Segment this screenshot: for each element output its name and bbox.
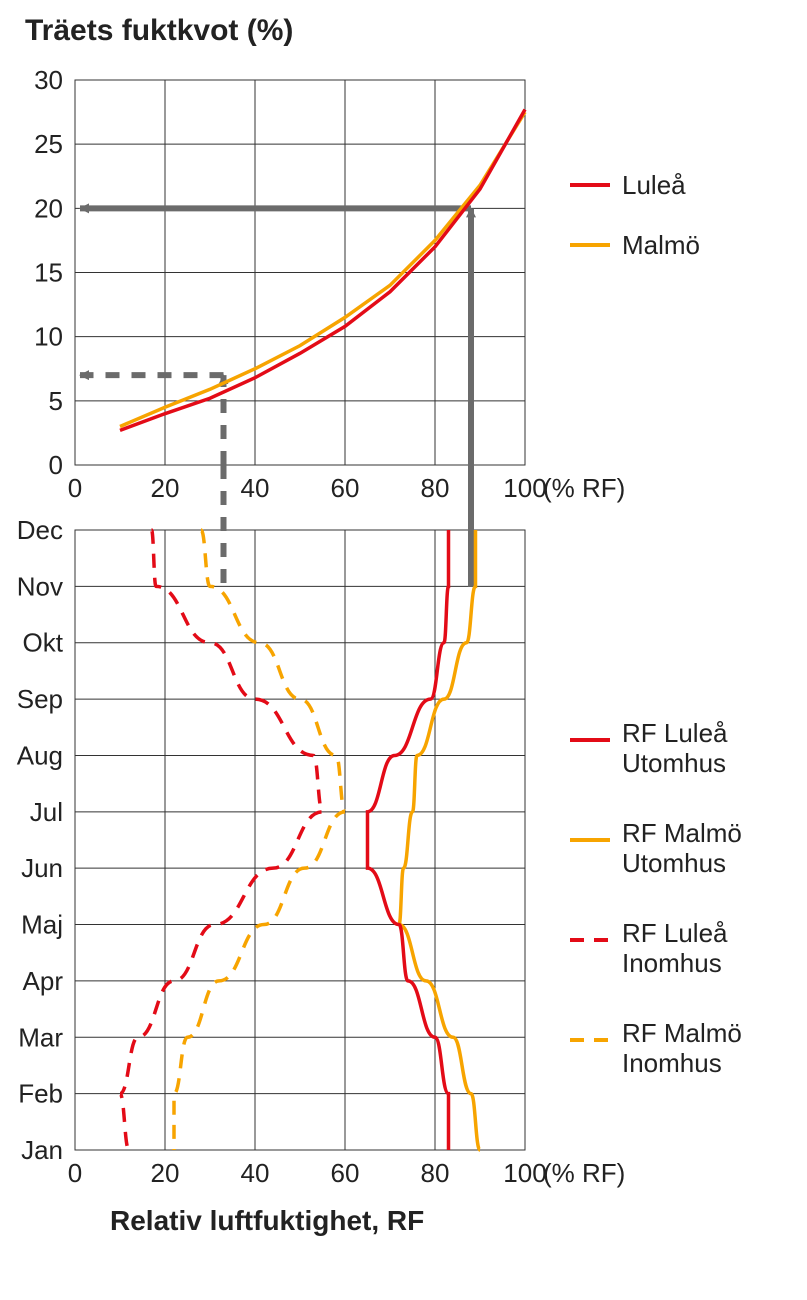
legend-label: Utomhus	[622, 748, 726, 778]
top-xtick: 80	[421, 473, 450, 503]
bottom-month-label: Mar	[18, 1022, 63, 1052]
bottom-grid	[75, 530, 525, 1150]
legend-label: RF Malmö	[622, 818, 742, 848]
top-ytick: 20	[34, 193, 63, 223]
title-bottom: Relativ luftfuktighet, RF	[110, 1205, 424, 1236]
legend-label: Inomhus	[622, 948, 722, 978]
top-ytick: 5	[49, 386, 63, 416]
bottom-month-label: Nov	[17, 571, 63, 601]
top-series-malmo	[120, 112, 525, 426]
bottom-month-label: Feb	[18, 1079, 63, 1109]
legend-label: Utomhus	[622, 848, 726, 878]
top-xunit: (% RF)	[543, 473, 625, 503]
bottom-xtick: 0	[68, 1158, 82, 1188]
top-xtick: 20	[151, 473, 180, 503]
legend-label: RF Luleå	[622, 718, 728, 748]
top-ytick: 25	[34, 129, 63, 159]
bottom-month-label: Jan	[21, 1135, 63, 1165]
legend-label: Malmö	[622, 230, 700, 260]
legend-label: RF Malmö	[622, 1018, 742, 1048]
top-xtick: 40	[241, 473, 270, 503]
top-ytick: 0	[49, 450, 63, 480]
legend-label: Luleå	[622, 170, 686, 200]
top-ytick: 10	[34, 322, 63, 352]
top-xtick: 100	[503, 473, 546, 503]
top-ytick: 30	[34, 65, 63, 95]
chart-svg: Träets fuktkvot (%) 0 5 10 15 20 25 30 0 20 40 60 80…	[0, 0, 807, 1300]
bottom-month-label: Jun	[21, 853, 63, 883]
bottom-series-malmo_in	[174, 530, 345, 1150]
bottom-xtick: 100	[503, 1158, 546, 1188]
title-top: Träets fuktkvot (%)	[25, 14, 293, 47]
top-xtick: 60	[331, 473, 360, 503]
bottom-xunit: (% RF)	[543, 1158, 625, 1188]
legend-label: Inomhus	[622, 1048, 722, 1078]
top-grid	[75, 80, 525, 465]
legend-label: RF Luleå	[622, 918, 728, 948]
top-series-lulea	[120, 110, 525, 431]
top-xtick: 0	[68, 473, 82, 503]
bottom-xtick: 20	[151, 1158, 180, 1188]
bottom-xtick: 40	[241, 1158, 270, 1188]
bottom-month-label: Jul	[30, 797, 63, 827]
bottom-month-label: Maj	[21, 910, 63, 940]
bottom-series-lulea_in	[120, 530, 323, 1150]
bottom-month-label: Aug	[17, 740, 63, 770]
top-ytick: 15	[34, 258, 63, 288]
bottom-month-label: Dec	[17, 515, 63, 545]
bottom-xtick: 60	[331, 1158, 360, 1188]
bottom-month-label: Sep	[17, 684, 63, 714]
bottom-xtick: 80	[421, 1158, 450, 1188]
bottom-month-label: Apr	[23, 966, 64, 996]
bottom-month-label: Okt	[23, 628, 64, 658]
